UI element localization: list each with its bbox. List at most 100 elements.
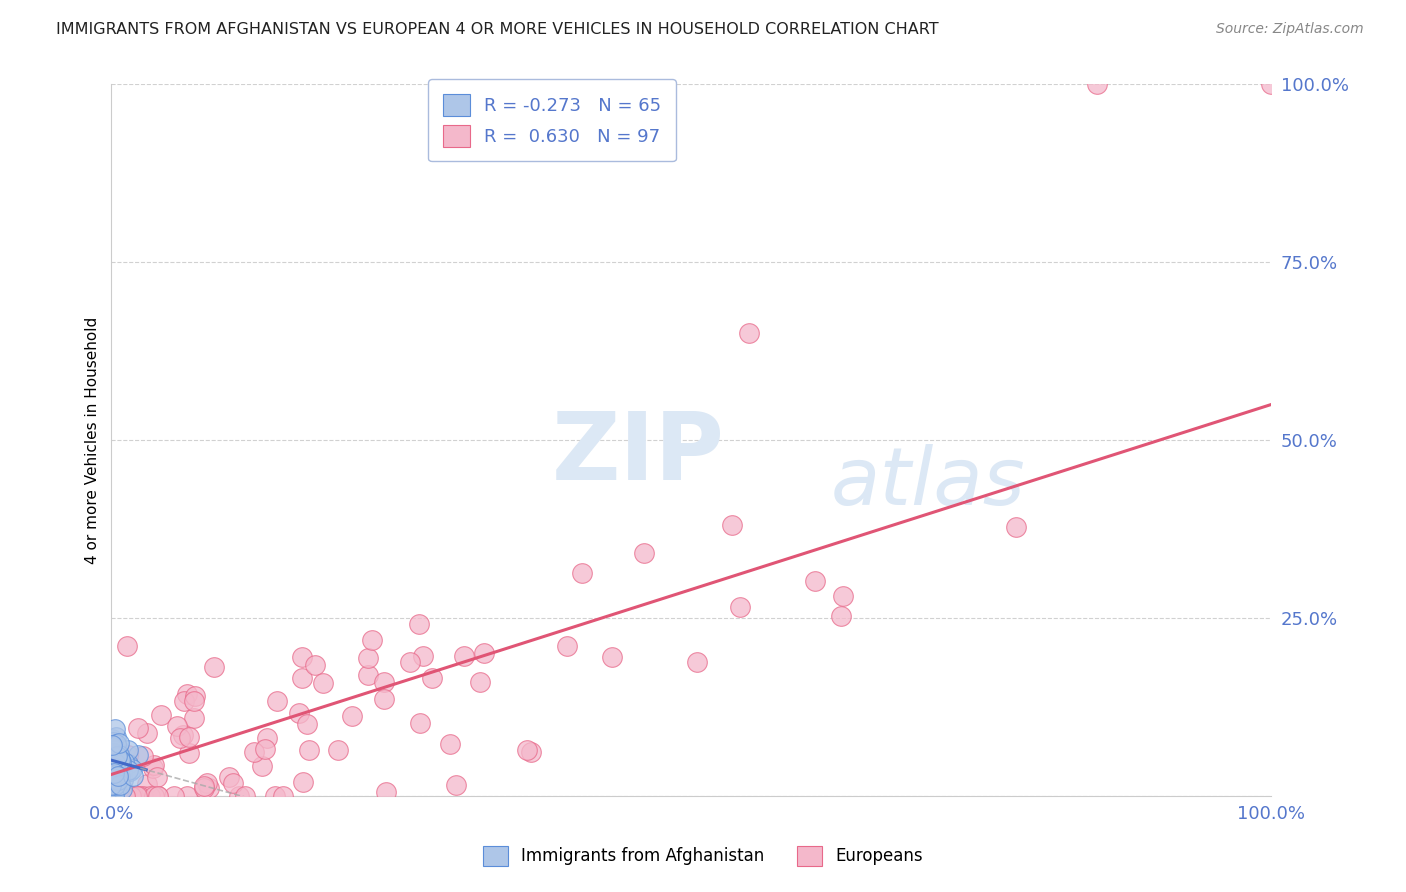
Point bbox=[357, 667, 380, 681]
Point bbox=[250, 759, 273, 773]
Legend: R = -0.273   N = 65, R =  0.630   N = 97: R = -0.273 N = 65, R = 0.630 N = 97 bbox=[429, 79, 676, 161]
Point bbox=[555, 639, 578, 653]
Point bbox=[104, 789, 127, 803]
Point bbox=[193, 779, 215, 793]
Point bbox=[738, 326, 761, 341]
Point bbox=[472, 646, 495, 660]
Point bbox=[328, 743, 350, 757]
Point bbox=[104, 777, 127, 791]
Point bbox=[103, 789, 125, 803]
Point bbox=[110, 789, 132, 803]
Text: ZIP: ZIP bbox=[553, 409, 725, 500]
Point bbox=[103, 766, 125, 780]
Point bbox=[221, 776, 243, 790]
Point bbox=[287, 706, 309, 720]
Point bbox=[1085, 78, 1108, 92]
Point bbox=[101, 735, 124, 749]
Point bbox=[356, 650, 378, 665]
Point bbox=[104, 722, 127, 736]
Point bbox=[103, 762, 125, 776]
Point bbox=[104, 761, 127, 775]
Point bbox=[633, 546, 655, 560]
Point bbox=[373, 675, 395, 690]
Point bbox=[107, 759, 129, 773]
Point bbox=[104, 756, 127, 770]
Point bbox=[409, 716, 432, 731]
Point bbox=[412, 649, 434, 664]
Point bbox=[135, 777, 157, 791]
Point bbox=[105, 767, 128, 781]
Point bbox=[114, 789, 136, 803]
Point bbox=[166, 719, 188, 733]
Point bbox=[373, 692, 395, 706]
Point bbox=[728, 599, 751, 614]
Point bbox=[101, 756, 124, 771]
Point bbox=[122, 769, 145, 783]
Point bbox=[108, 736, 131, 750]
Point bbox=[183, 694, 205, 708]
Point bbox=[142, 761, 165, 775]
Point bbox=[105, 766, 128, 780]
Point bbox=[101, 740, 124, 755]
Point bbox=[105, 763, 128, 777]
Point bbox=[111, 772, 134, 787]
Point bbox=[176, 688, 198, 702]
Point bbox=[195, 776, 218, 790]
Point bbox=[105, 778, 128, 792]
Point bbox=[266, 694, 288, 708]
Point bbox=[101, 755, 124, 769]
Point bbox=[273, 789, 295, 803]
Point bbox=[132, 748, 155, 763]
Point bbox=[127, 747, 149, 762]
Point bbox=[520, 745, 543, 759]
Point bbox=[571, 566, 593, 580]
Point bbox=[104, 782, 127, 797]
Point bbox=[103, 742, 125, 756]
Point bbox=[108, 776, 131, 790]
Point bbox=[375, 785, 398, 799]
Point bbox=[721, 518, 744, 533]
Point bbox=[117, 764, 139, 778]
Point bbox=[132, 789, 155, 803]
Point bbox=[104, 737, 127, 751]
Point bbox=[183, 711, 205, 725]
Point bbox=[104, 764, 127, 778]
Point bbox=[198, 781, 221, 796]
Point bbox=[804, 574, 827, 588]
Point bbox=[117, 640, 139, 654]
Point bbox=[312, 675, 335, 690]
Point bbox=[298, 743, 321, 757]
Point bbox=[101, 731, 124, 746]
Point bbox=[101, 738, 124, 752]
Point bbox=[100, 748, 122, 763]
Point bbox=[253, 742, 276, 756]
Legend: Immigrants from Afghanistan, Europeans: Immigrants from Afghanistan, Europeans bbox=[470, 832, 936, 880]
Point bbox=[139, 789, 162, 803]
Point bbox=[127, 789, 149, 803]
Point bbox=[830, 609, 852, 624]
Point bbox=[100, 777, 122, 791]
Point bbox=[1260, 78, 1282, 92]
Point bbox=[103, 749, 125, 764]
Point bbox=[340, 709, 363, 723]
Point bbox=[263, 789, 285, 803]
Point bbox=[101, 789, 124, 803]
Point bbox=[446, 778, 468, 792]
Point bbox=[228, 789, 250, 803]
Point bbox=[120, 789, 142, 803]
Point bbox=[515, 743, 537, 757]
Point bbox=[163, 789, 186, 803]
Point bbox=[101, 746, 124, 760]
Point bbox=[361, 633, 384, 648]
Text: atlas: atlas bbox=[831, 444, 1025, 522]
Point bbox=[110, 754, 132, 768]
Point bbox=[291, 650, 314, 665]
Point bbox=[110, 770, 132, 784]
Point bbox=[142, 757, 165, 772]
Point bbox=[146, 789, 169, 803]
Point bbox=[107, 769, 129, 783]
Point bbox=[468, 675, 491, 690]
Point bbox=[408, 616, 430, 631]
Point bbox=[686, 655, 709, 669]
Point bbox=[103, 767, 125, 781]
